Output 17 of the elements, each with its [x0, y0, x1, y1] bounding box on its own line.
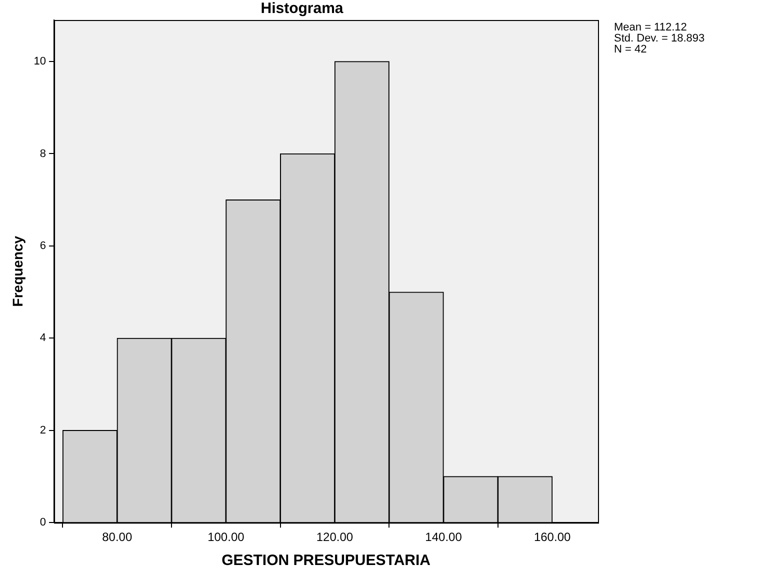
text: Mean = 112.12	[614, 22, 687, 34]
y-axis-title: Frequency	[9, 236, 26, 307]
y-tick-label: 6	[40, 240, 46, 252]
y-tick-label: 10	[34, 56, 46, 68]
chart-title: Histograma	[260, 0, 344, 18]
y-tick-label: 2	[40, 424, 46, 436]
text: Std. Dev. = 18.893	[614, 32, 705, 45]
x-tick-label: 160.00	[534, 530, 571, 544]
y-tick-label: 4	[40, 332, 46, 344]
x-tick-label: 100.00	[208, 530, 245, 544]
x-tick-label: 120.00	[316, 530, 354, 544]
y-tick-label: 0	[40, 516, 46, 529]
x-axis-title: GESTION PRESUPUESTARIA	[222, 552, 431, 570]
x-tick-label: 140.00	[425, 530, 462, 544]
x-tick-label: 80.00	[102, 530, 132, 544]
y-tick-label: 8	[40, 148, 46, 160]
text: N = 42	[614, 44, 647, 56]
